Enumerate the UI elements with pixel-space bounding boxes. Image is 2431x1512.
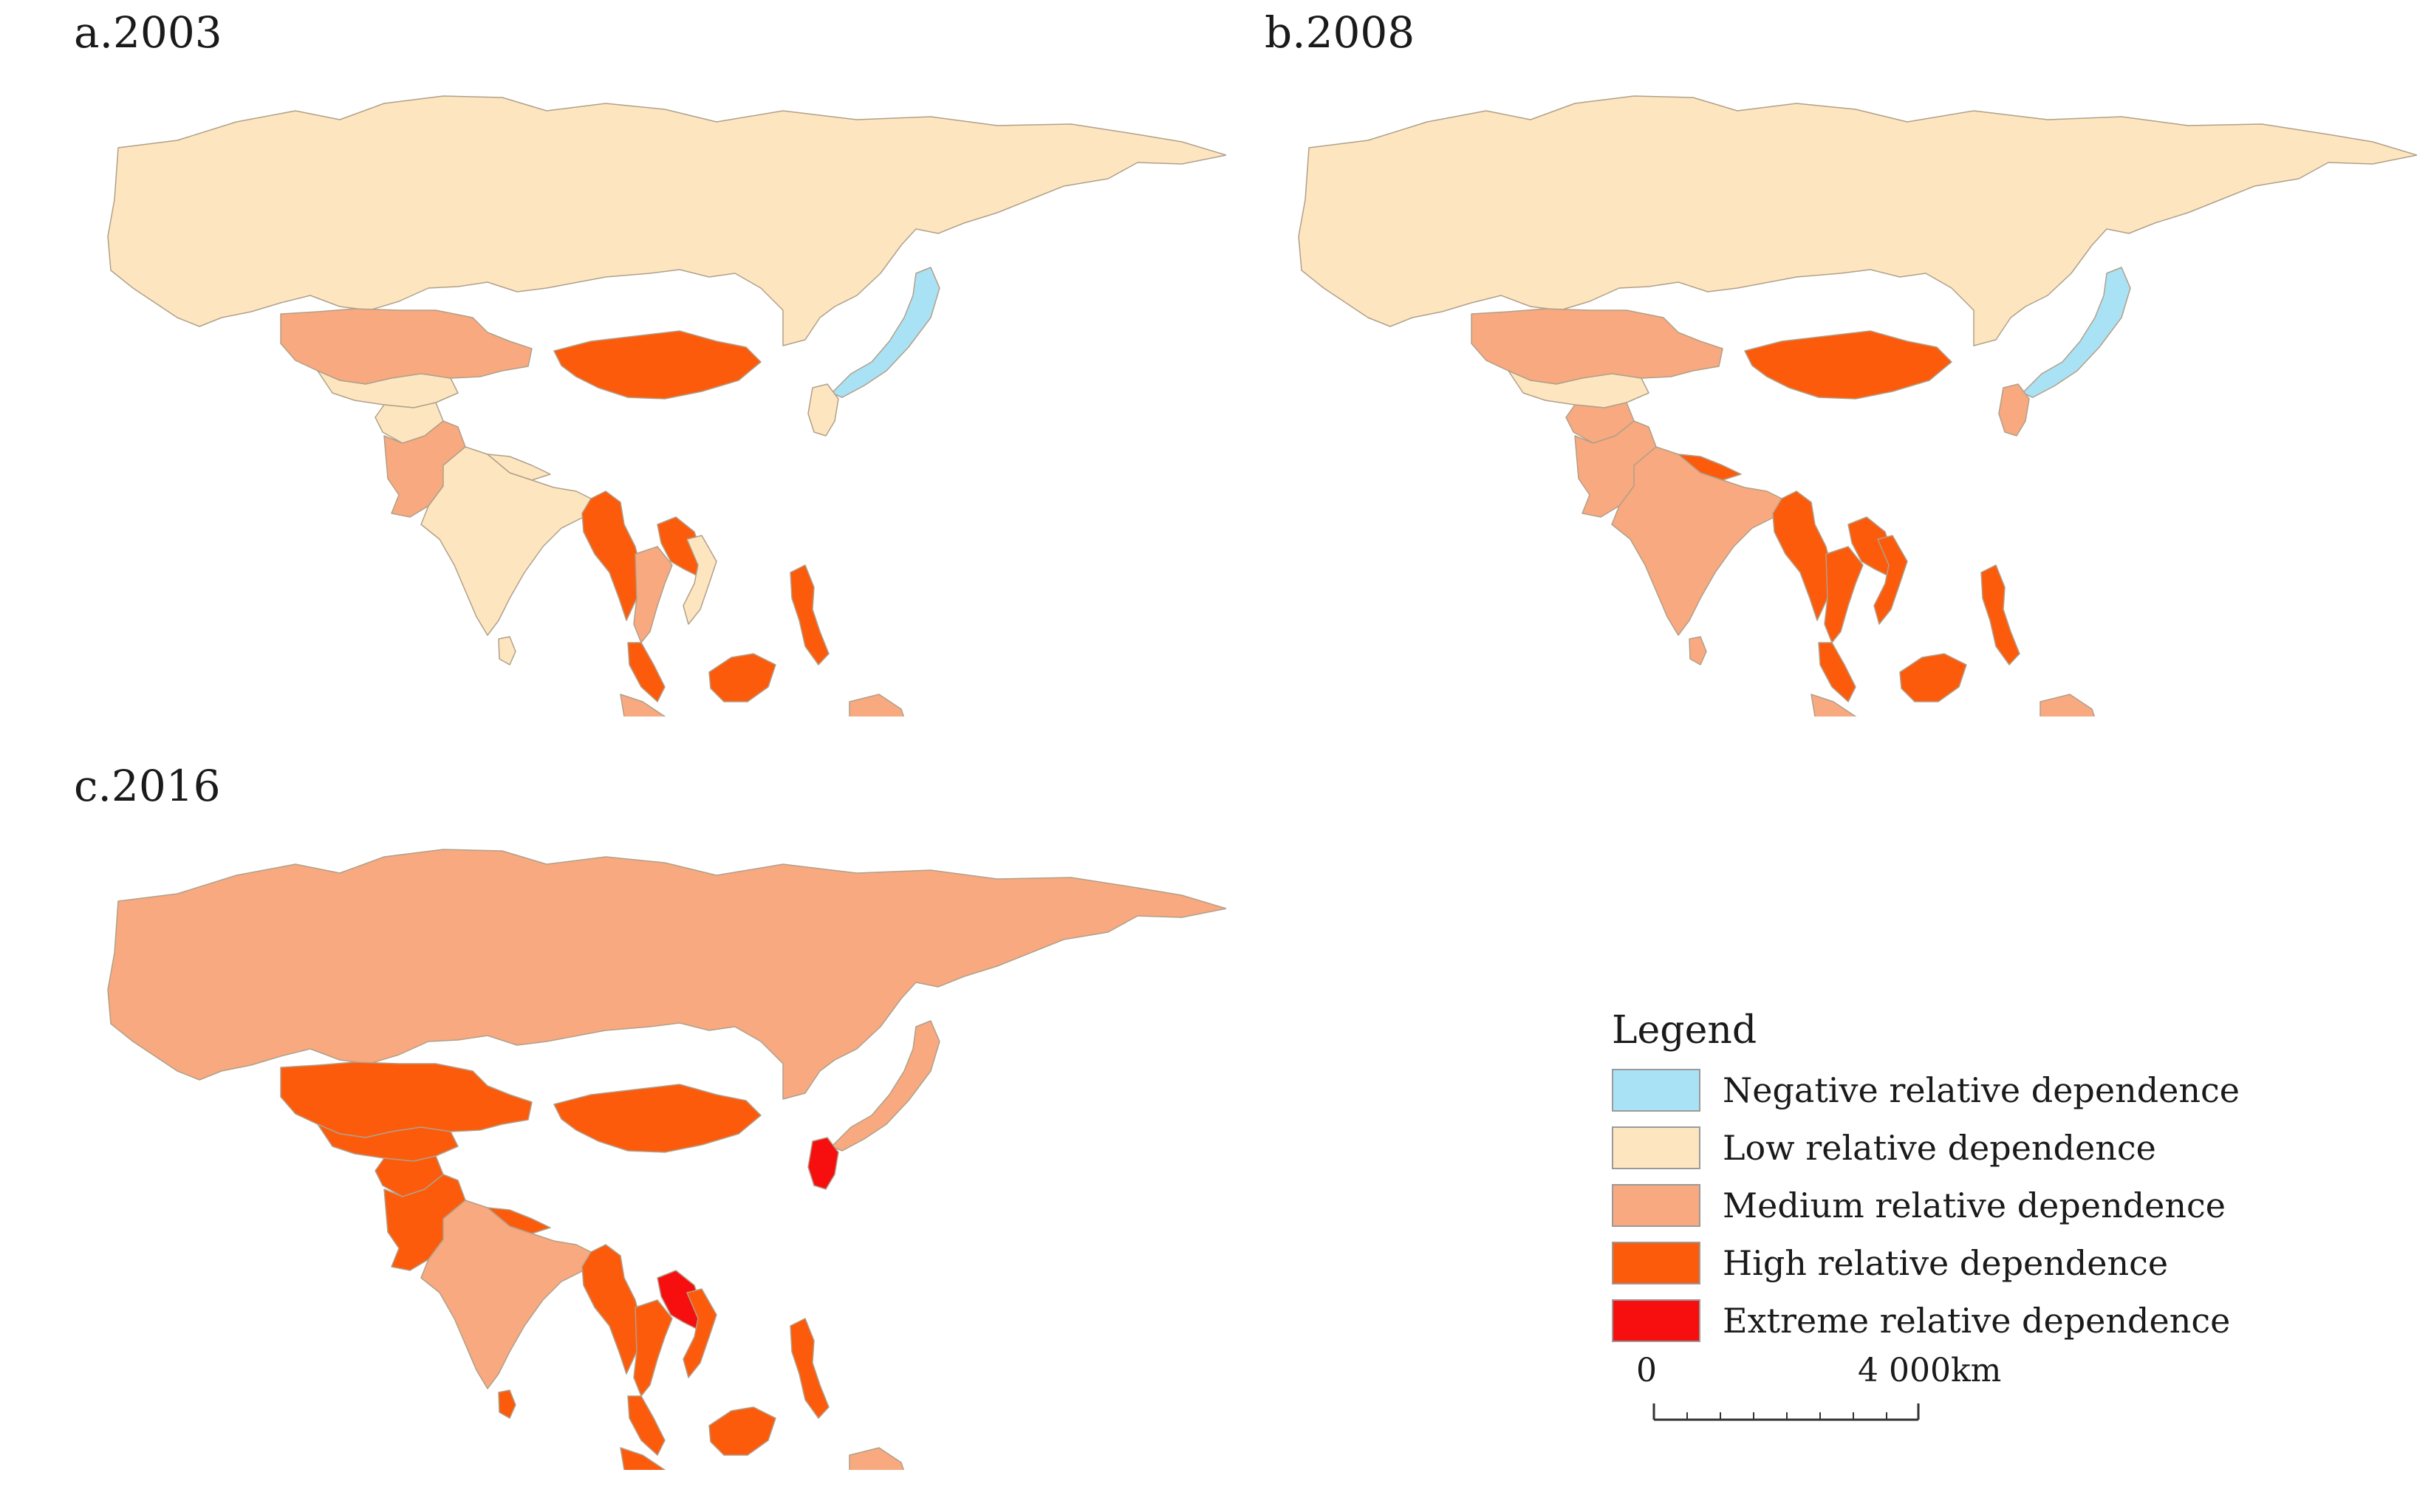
legend-label: Extreme relative dependence — [1723, 1301, 2231, 1341]
region-thailand — [1824, 546, 1864, 643]
legend-swatch — [1612, 1242, 1700, 1284]
region-mongolia — [1744, 330, 1952, 400]
legend-item-extreme: Extreme relative dependence — [1612, 1299, 2277, 1345]
region-vietnam — [683, 535, 717, 625]
region-borneo — [708, 653, 776, 702]
region-borneo — [1899, 653, 1967, 702]
region-korea — [807, 383, 839, 437]
region-nepal — [1678, 454, 1742, 481]
region-thailand — [633, 1299, 673, 1397]
panel-label: c.2016 — [74, 761, 221, 811]
region-philippines — [790, 1318, 830, 1419]
region-borneo — [708, 1406, 776, 1456]
region-srilanka — [498, 1389, 516, 1419]
choropleth-map — [1265, 52, 2417, 716]
region-malaysia — [627, 642, 666, 702]
region-vietnam — [683, 1288, 717, 1378]
region-centralasia — [317, 1123, 459, 1162]
region-korea — [1998, 383, 2030, 437]
region-india — [420, 1200, 592, 1389]
region-myanmar — [581, 1244, 643, 1375]
region-myanmar — [1772, 490, 1834, 621]
region-malaysia — [627, 1395, 666, 1456]
scale-ruler — [1652, 1398, 1920, 1427]
region-philippines — [790, 564, 830, 666]
panel-label: a.2003 — [74, 7, 222, 58]
legend-swatch — [1612, 1299, 1700, 1342]
legend-swatch — [1612, 1069, 1700, 1112]
region-indonesia — [620, 694, 666, 716]
legend-swatch — [1612, 1126, 1700, 1169]
region-png — [2039, 694, 2096, 716]
region-russia — [107, 849, 1226, 1100]
region-india — [1611, 446, 1782, 636]
region-indonesia — [1811, 694, 1857, 716]
region-mongolia — [553, 1084, 762, 1153]
choropleth-map — [74, 52, 1226, 716]
legend-swatch — [1612, 1184, 1700, 1227]
region-korea — [807, 1137, 839, 1190]
region-thailand — [633, 546, 673, 643]
region-centralasia — [1508, 370, 1649, 408]
legend-item-low: Low relative dependence — [1612, 1126, 2277, 1172]
map-panel-2008: b.2008 — [1265, 7, 2417, 716]
region-russia — [1298, 95, 2417, 346]
region-srilanka — [498, 636, 516, 666]
legend-title: Legend — [1612, 1008, 1757, 1053]
region-japan — [831, 1020, 940, 1152]
scale-start-label: 0 — [1636, 1352, 1657, 1389]
region-nepal — [487, 454, 551, 481]
scale-end-label: 4 000km — [1858, 1352, 2002, 1389]
region-india — [420, 446, 592, 636]
legend-item-negative: Negative relative dependence — [1612, 1069, 2277, 1115]
scale-bar: 0 4 000km — [1636, 1352, 2001, 1433]
legend-label: Low relative dependence — [1723, 1128, 2156, 1168]
region-centralasia — [317, 370, 459, 408]
map-panel-2003: a.2003 — [74, 7, 1226, 716]
region-png — [849, 1447, 905, 1470]
panel-label: b.2008 — [1265, 7, 1415, 58]
region-malaysia — [1818, 642, 1856, 702]
region-russia — [107, 95, 1226, 346]
region-japan — [831, 267, 940, 398]
region-philippines — [1980, 564, 2020, 666]
region-vietnam — [1873, 535, 1908, 625]
region-myanmar — [581, 490, 643, 621]
choropleth-map — [74, 805, 1226, 1470]
legend-item-high: High relative dependence — [1612, 1242, 2277, 1287]
region-japan — [2022, 267, 2131, 398]
region-png — [849, 694, 905, 716]
region-mongolia — [553, 330, 762, 400]
region-indonesia — [620, 1447, 666, 1470]
region-srilanka — [1689, 636, 1707, 666]
legend-item-medium: Medium relative dependence — [1612, 1184, 2277, 1230]
region-nepal — [487, 1207, 551, 1234]
legend-label: Negative relative dependence — [1723, 1070, 2240, 1110]
legend-label: High relative dependence — [1723, 1243, 2169, 1283]
legend-label: Medium relative dependence — [1723, 1186, 2226, 1225]
map-panel-2016: c.2016 — [74, 761, 1226, 1470]
map-legend: Legend Negative relative dependence Low … — [1612, 1008, 2277, 1422]
